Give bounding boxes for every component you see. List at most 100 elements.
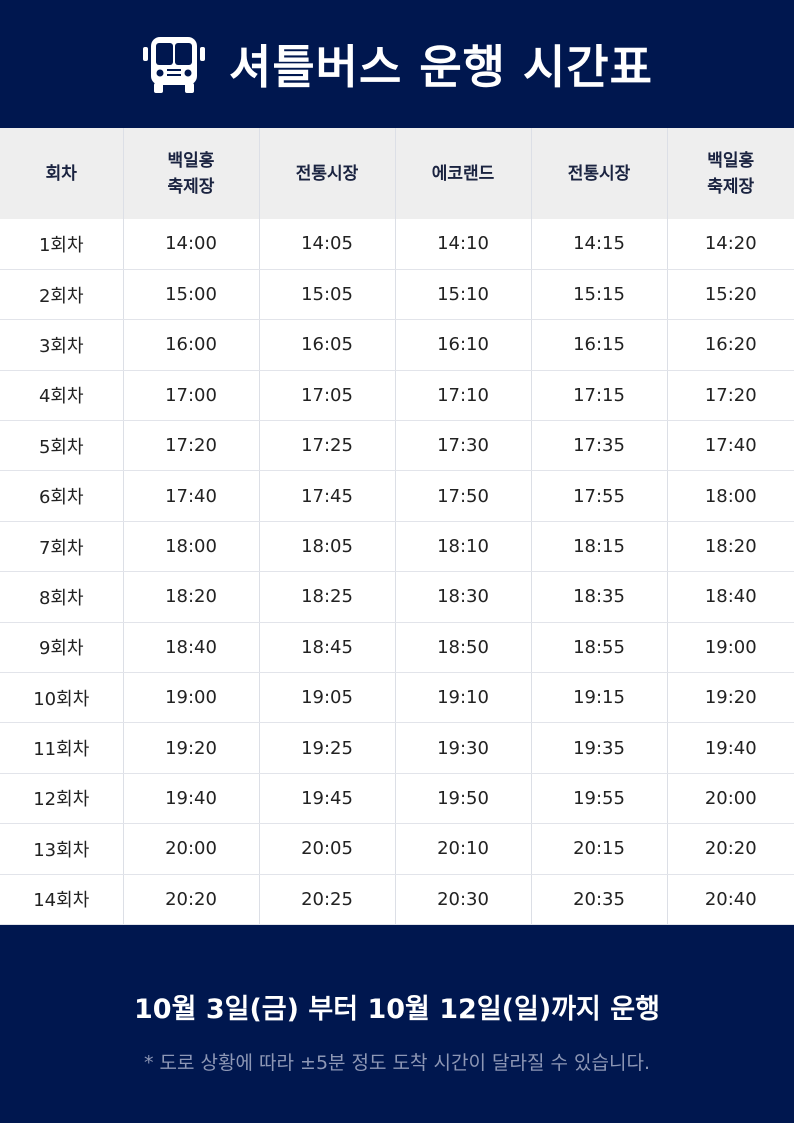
departure-time: 17:25 bbox=[259, 420, 396, 472]
departure-time: 19:40 bbox=[123, 773, 260, 825]
departure-time: 16:00 bbox=[123, 319, 260, 371]
departure-time: 17:55 bbox=[531, 470, 668, 522]
trip-number: 12회차 bbox=[0, 773, 124, 825]
departure-time: 19:15 bbox=[531, 672, 668, 724]
departure-time: 20:20 bbox=[667, 823, 794, 875]
departure-time: 18:30 bbox=[395, 571, 532, 623]
column-header: 회차 bbox=[0, 128, 124, 219]
departure-time: 17:35 bbox=[531, 420, 668, 472]
trip-number: 5회차 bbox=[0, 420, 124, 472]
column-header: 백일홍 축제장 bbox=[667, 128, 794, 219]
notice: * 도로 상황에 따라 ±5분 정도 도착 시간이 달라질 수 있습니다. bbox=[144, 1052, 650, 1074]
departure-time: 19:25 bbox=[259, 722, 396, 774]
departure-time: 19:20 bbox=[123, 722, 260, 774]
departure-time: 17:00 bbox=[123, 370, 260, 422]
departure-time: 18:20 bbox=[667, 521, 794, 573]
trip-number: 1회차 bbox=[0, 219, 124, 270]
trip-number: 2회차 bbox=[0, 269, 124, 321]
departure-time: 18:00 bbox=[123, 521, 260, 573]
departure-time: 15:20 bbox=[667, 269, 794, 321]
departure-time: 14:15 bbox=[531, 219, 668, 270]
trip-number: 9회차 bbox=[0, 622, 124, 674]
departure-time: 19:40 bbox=[667, 722, 794, 774]
departure-time: 18:25 bbox=[259, 571, 396, 623]
title-banner: 셔틀버스 운행 시간표 bbox=[0, 0, 794, 128]
departure-time: 20:20 bbox=[123, 874, 260, 925]
departure-time: 19:30 bbox=[395, 722, 532, 774]
departure-time: 20:25 bbox=[259, 874, 396, 925]
departure-time: 18:10 bbox=[395, 521, 532, 573]
departure-time: 17:20 bbox=[667, 370, 794, 422]
departure-time: 18:20 bbox=[123, 571, 260, 623]
departure-time: 20:30 bbox=[395, 874, 532, 925]
departure-time: 19:55 bbox=[531, 773, 668, 825]
departure-time: 19:45 bbox=[259, 773, 396, 825]
departure-time: 15:10 bbox=[395, 269, 532, 321]
departure-time: 18:50 bbox=[395, 622, 532, 674]
trip-number: 11회차 bbox=[0, 722, 124, 774]
departure-time: 19:20 bbox=[667, 672, 794, 724]
departure-time: 17:50 bbox=[395, 470, 532, 522]
bus-icon bbox=[143, 37, 206, 93]
departure-time: 17:10 bbox=[395, 370, 532, 422]
departure-time: 19:05 bbox=[259, 672, 396, 724]
table-row: 1회차 14:00 14:05 14:10 14:15 14:20 bbox=[0, 219, 794, 270]
trip-number: 4회차 bbox=[0, 370, 124, 422]
departure-time: 20:00 bbox=[123, 823, 260, 875]
departure-time: 17:05 bbox=[259, 370, 396, 422]
departure-time: 17:40 bbox=[123, 470, 260, 522]
departure-time: 18:15 bbox=[531, 521, 668, 573]
departure-time: 19:50 bbox=[395, 773, 532, 825]
table-row: 3회차 16:00 16:05 16:10 16:15 16:20 bbox=[0, 319, 794, 371]
table-row: 6회차 17:40 17:45 17:50 17:55 18:00 bbox=[0, 470, 794, 522]
departure-time: 20:10 bbox=[395, 823, 532, 875]
departure-time: 17:15 bbox=[531, 370, 668, 422]
departure-time: 16:20 bbox=[667, 319, 794, 371]
departure-time: 14:20 bbox=[667, 219, 794, 270]
trip-number: 14회차 bbox=[0, 874, 124, 925]
page-title: 셔틀버스 운행 시간표 bbox=[229, 40, 653, 94]
departure-time: 18:40 bbox=[667, 571, 794, 623]
footer: 10월 3일(금) 부터 10월 12일(일)까지 운행 * 도로 상황에 따라… bbox=[0, 925, 794, 1123]
departure-time: 18:00 bbox=[667, 470, 794, 522]
departure-time: 18:45 bbox=[259, 622, 396, 674]
departure-time: 19:10 bbox=[395, 672, 532, 724]
table-row: 12회차 19:40 19:45 19:50 19:55 20:00 bbox=[0, 773, 794, 825]
departure-time: 19:00 bbox=[123, 672, 260, 724]
trip-number: 6회차 bbox=[0, 470, 124, 522]
departure-time: 17:30 bbox=[395, 420, 532, 472]
table-row: 11회차 19:20 19:25 19:30 19:35 19:40 bbox=[0, 722, 794, 774]
table-row: 2회차 15:00 15:05 15:10 15:15 15:20 bbox=[0, 269, 794, 321]
departure-time: 14:00 bbox=[123, 219, 260, 270]
trip-number: 10회차 bbox=[0, 672, 124, 724]
column-header: 백일홍 축제장 bbox=[123, 128, 260, 219]
table-row: 14회차 20:20 20:25 20:30 20:35 20:40 bbox=[0, 874, 794, 925]
departure-time: 16:05 bbox=[259, 319, 396, 371]
departure-time: 17:45 bbox=[259, 470, 396, 522]
trip-number: 13회차 bbox=[0, 823, 124, 875]
table-row: 13회차 20:00 20:05 20:10 20:15 20:20 bbox=[0, 823, 794, 875]
departure-time: 16:15 bbox=[531, 319, 668, 371]
departure-time: 20:00 bbox=[667, 773, 794, 825]
departure-time: 20:05 bbox=[259, 823, 396, 875]
operation-period: 10월 3일(금) 부터 10월 12일(일)까지 운행 bbox=[134, 994, 660, 1025]
trip-number: 7회차 bbox=[0, 521, 124, 573]
departure-time: 19:00 bbox=[667, 622, 794, 674]
table-row: 4회차 17:00 17:05 17:10 17:15 17:20 bbox=[0, 370, 794, 422]
departure-time: 14:10 bbox=[395, 219, 532, 270]
trip-number: 3회차 bbox=[0, 319, 124, 371]
departure-time: 17:20 bbox=[123, 420, 260, 472]
departure-time: 16:10 bbox=[395, 319, 532, 371]
table-row: 10회차 19:00 19:05 19:10 19:15 19:20 bbox=[0, 672, 794, 724]
trip-number: 8회차 bbox=[0, 571, 124, 623]
departure-time: 18:40 bbox=[123, 622, 260, 674]
table-row: 9회차 18:40 18:45 18:50 18:55 19:00 bbox=[0, 622, 794, 674]
departure-time: 15:00 bbox=[123, 269, 260, 321]
departure-time: 14:05 bbox=[259, 219, 396, 270]
timetable: 회차 백일홍 축제장 전통시장 에코랜드 전통시장 백일홍 축제장 1회차 14:00 14:… bbox=[0, 128, 794, 925]
departure-time: 18:55 bbox=[531, 622, 668, 674]
column-header: 전통시장 bbox=[531, 128, 668, 219]
departure-time: 18:05 bbox=[259, 521, 396, 573]
departure-time: 20:15 bbox=[531, 823, 668, 875]
table-row: 5회차 17:20 17:25 17:30 17:35 17:40 bbox=[0, 420, 794, 472]
